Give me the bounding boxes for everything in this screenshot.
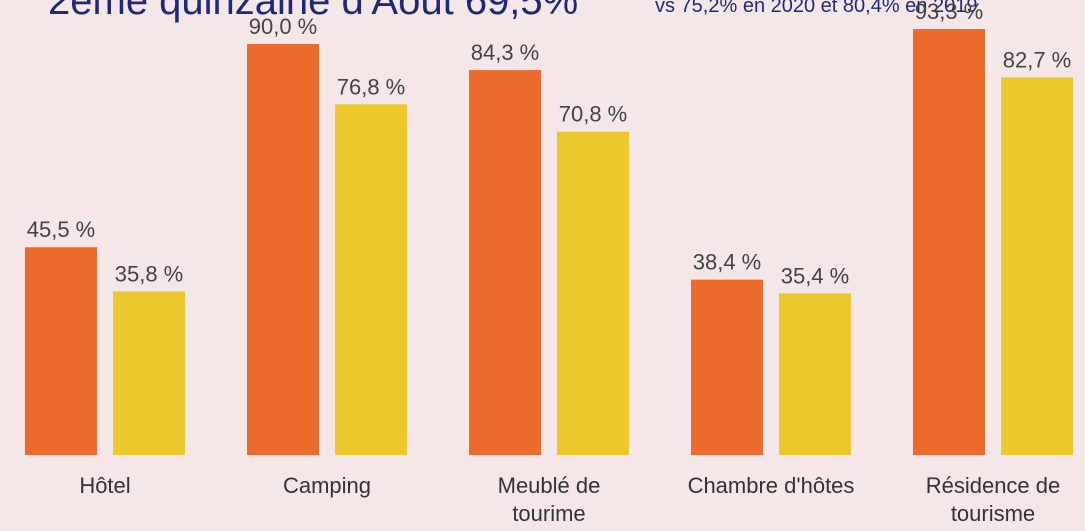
chart-title: 2ème quinzaine d'Août 69,5% <box>48 0 578 23</box>
bar <box>469 70 541 456</box>
value-label: 70,8 % <box>559 102 628 127</box>
bar <box>247 44 319 456</box>
bar <box>557 131 629 455</box>
value-label: 82,7 % <box>1003 47 1072 72</box>
x-tick-label: Camping <box>282 473 372 498</box>
chart-subtitle: vs 75,2% en 2020 et 80,4% en 2019 <box>655 0 977 17</box>
bar <box>113 291 185 455</box>
bar <box>25 247 97 455</box>
bar <box>335 104 407 455</box>
value-label: 38,4 % <box>693 250 762 275</box>
x-tick-label: Résidence de tourisme <box>925 473 1061 526</box>
bar <box>913 28 985 456</box>
x-tick-label: Hôtel <box>79 473 131 498</box>
value-label: 35,4 % <box>781 263 850 288</box>
value-label: 76,8 % <box>337 74 406 99</box>
x-tick-label: Meublé de tourime <box>497 473 601 526</box>
bar <box>1001 77 1073 456</box>
value-label: 93,3 % <box>915 0 984 24</box>
value-label: 45,5 % <box>27 217 96 242</box>
value-label: 35,8 % <box>115 262 184 287</box>
x-tick-label: Chambre d'hôtes <box>687 473 855 498</box>
value-label: 84,3 % <box>471 40 540 65</box>
bar <box>691 279 763 455</box>
value-label: 90,0 % <box>249 14 318 39</box>
bar <box>779 293 851 455</box>
